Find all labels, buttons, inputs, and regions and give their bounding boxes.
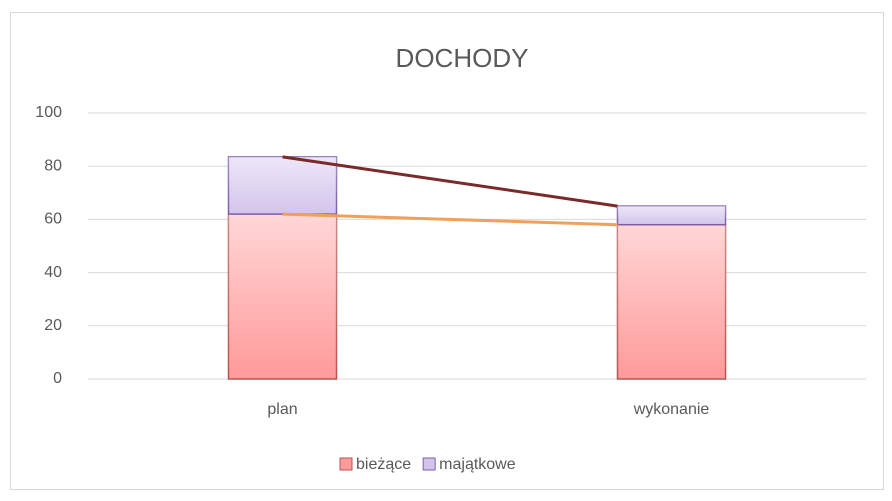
y-tick-label: 60	[44, 211, 62, 228]
series-line	[282, 212, 618, 227]
y-tick-label: 0	[53, 370, 62, 387]
legend-swatch	[422, 457, 436, 471]
x-tick-label: wykonanie	[633, 401, 710, 418]
legend-label: bieżące	[356, 456, 411, 473]
series-line	[282, 155, 618, 208]
y-tick-label: 80	[44, 157, 62, 174]
chart-frame	[10, 12, 884, 490]
bar-segment	[616, 223, 727, 380]
y-tick-label: 40	[44, 264, 62, 281]
bar-segment	[227, 213, 338, 380]
legend-swatch	[339, 457, 353, 471]
bar-segment	[227, 156, 338, 215]
legend-label: majątkowe	[439, 456, 516, 473]
x-tick-label: plan	[267, 401, 297, 418]
bar-segment	[616, 205, 727, 226]
y-tick-label: 100	[35, 104, 62, 121]
y-tick-label: 20	[44, 317, 62, 334]
chart-title: DOCHODY	[396, 43, 529, 73]
